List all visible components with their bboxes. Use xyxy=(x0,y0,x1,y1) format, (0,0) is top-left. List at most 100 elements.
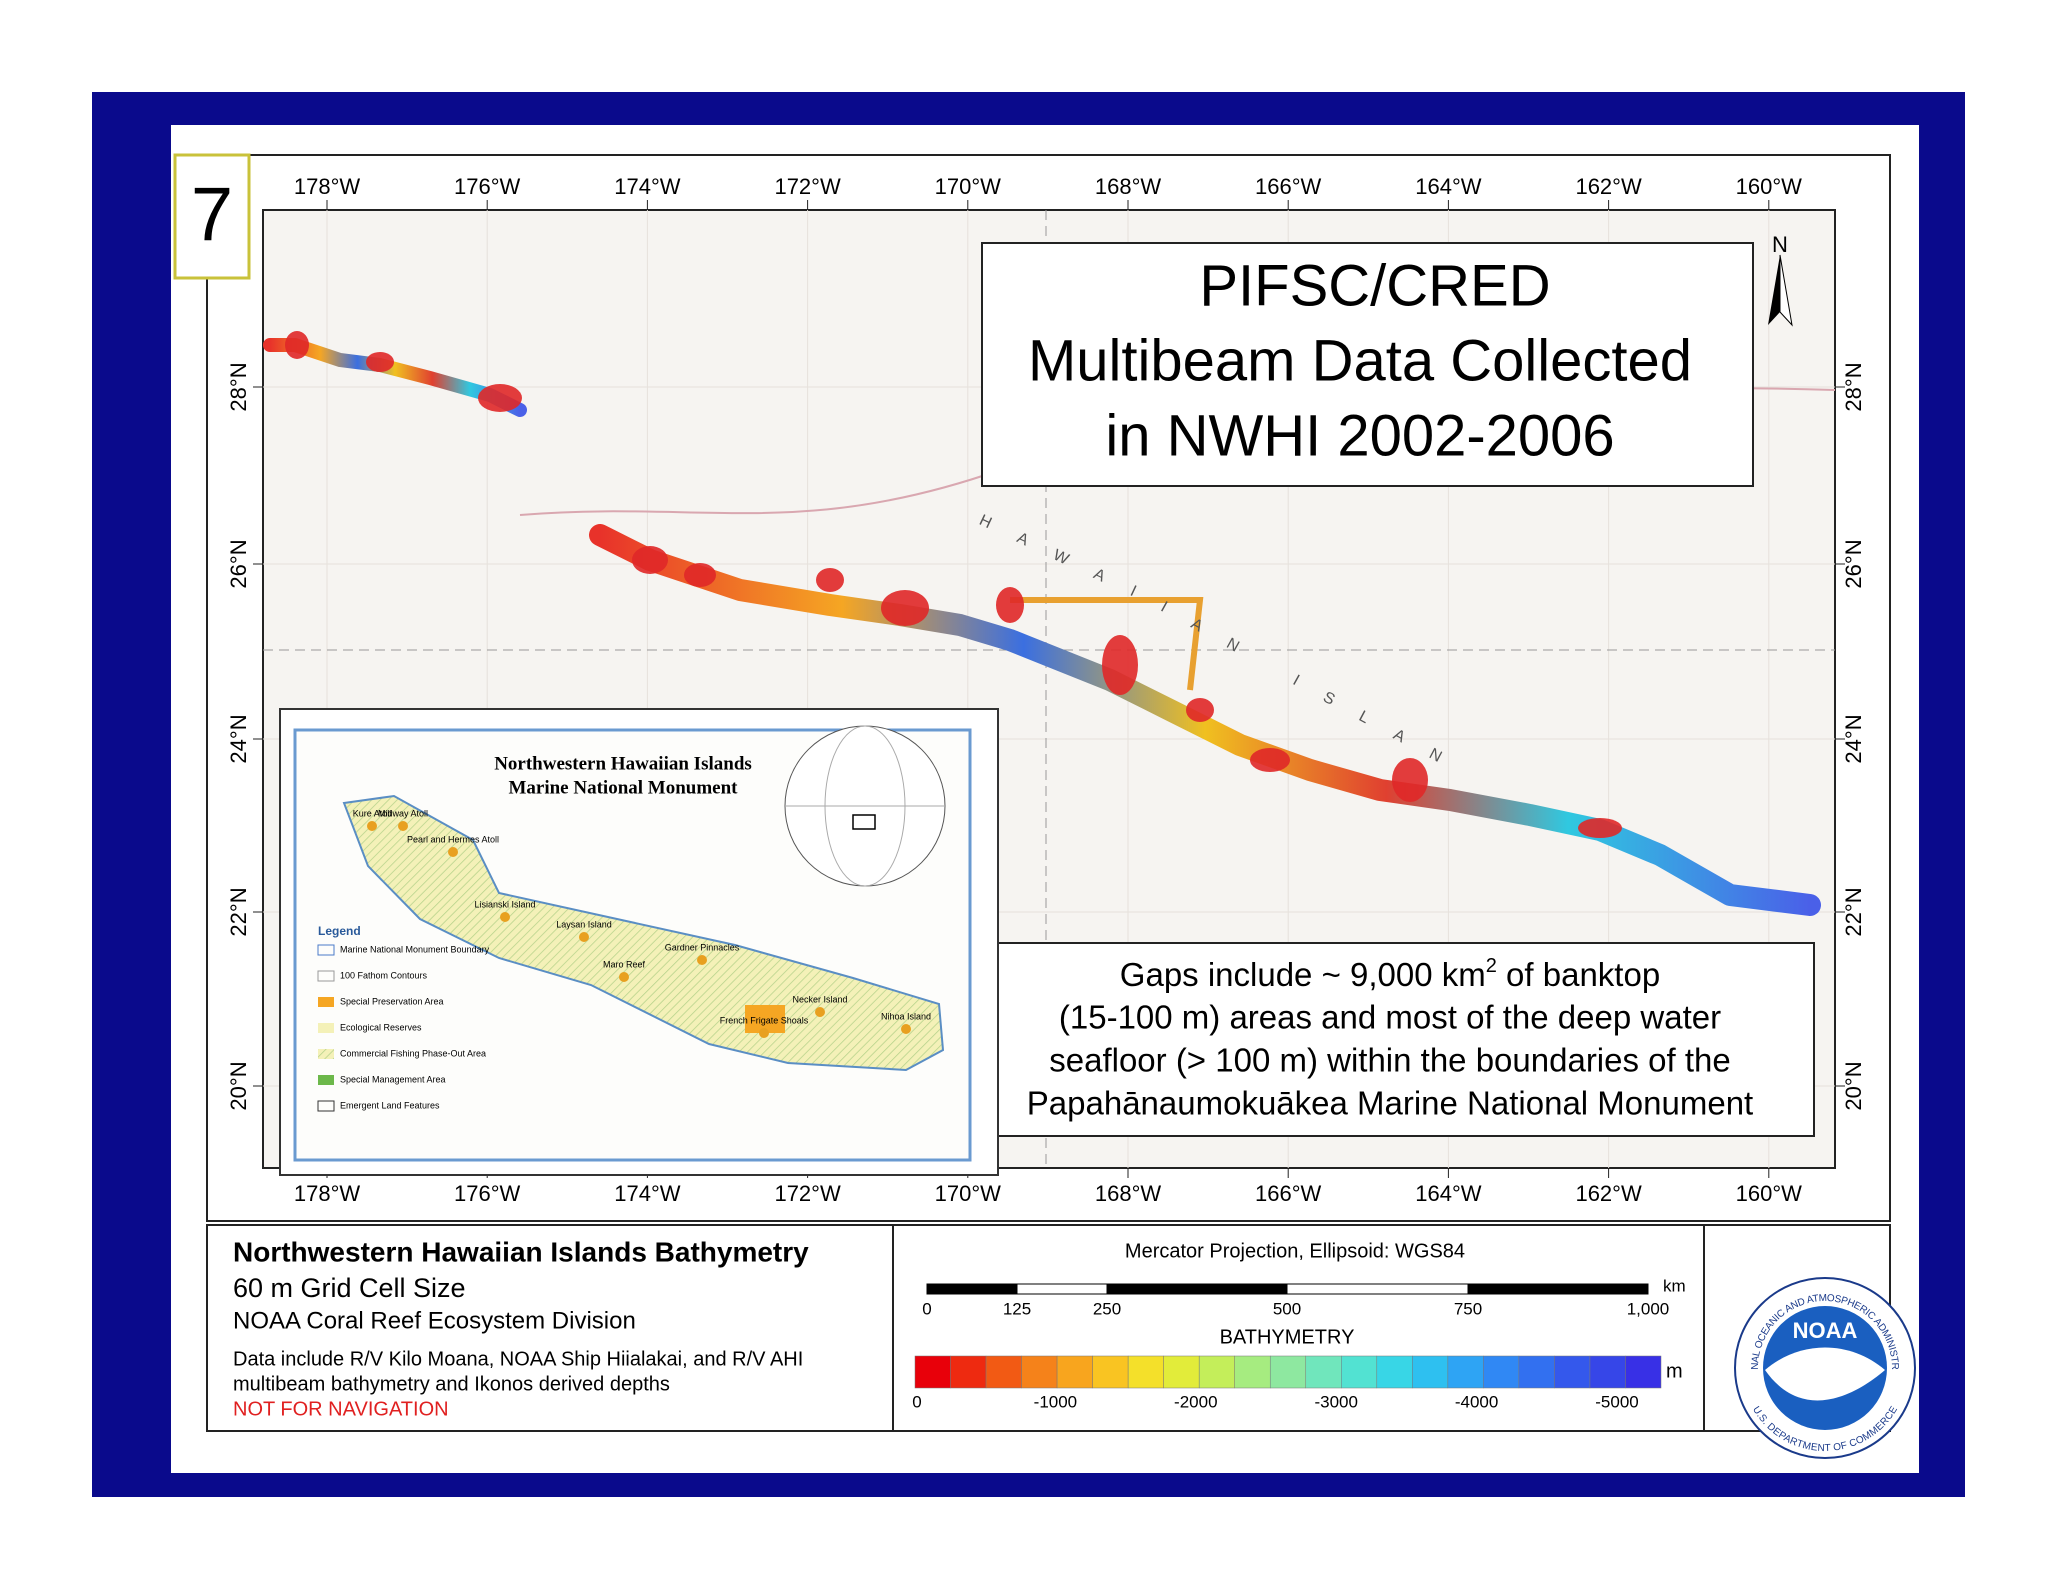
latitude-label: 26°N xyxy=(1841,539,1866,588)
slide-number: 7 xyxy=(191,172,233,257)
longitude-label: 176°W xyxy=(454,1181,521,1206)
title-line: in NWHI 2002-2006 xyxy=(1105,403,1614,468)
color-cell xyxy=(1376,1355,1413,1389)
legend-item: 100 Fathom Contours xyxy=(340,970,428,980)
island xyxy=(579,932,589,942)
island xyxy=(901,1024,911,1034)
latitude-label: 24°N xyxy=(226,714,251,763)
place-label: Maro Reef xyxy=(603,959,646,969)
place-label: Necker Island xyxy=(792,994,847,1004)
latitude-label: 28°N xyxy=(1841,362,1866,411)
legend-item: Ecological Reserves xyxy=(340,1022,422,1032)
color-cell xyxy=(1021,1355,1058,1389)
place-label: Nihoa Island xyxy=(881,1011,931,1021)
longitude-label: 160°W xyxy=(1736,1181,1803,1206)
bank-highlights xyxy=(285,331,1622,838)
place-label: Kure Atoll xyxy=(353,808,392,818)
color-cell xyxy=(1483,1355,1520,1389)
bathymetry-title: BATHYMETRY xyxy=(1220,1326,1355,1348)
bathymetry-label: 0 xyxy=(912,1392,921,1411)
legend: Marine National Monument Boundary 100 Fat… xyxy=(317,944,490,1112)
scale-label: 0 xyxy=(922,1299,931,1318)
color-cell xyxy=(1412,1355,1449,1389)
longitude-label: 168°W xyxy=(1095,1181,1162,1206)
inset-map: Northwestern Hawaiian Islands Marine Nat… xyxy=(279,708,999,1176)
color-cell xyxy=(1234,1355,1271,1389)
title-box xyxy=(981,242,1754,487)
longitude-label: 170°W xyxy=(935,174,1002,199)
longitude-label: 166°W xyxy=(1255,1181,1322,1206)
longitude-label: 164°W xyxy=(1415,1181,1482,1206)
scale-segment xyxy=(1016,1283,1108,1295)
globe-locator xyxy=(852,814,876,830)
info-division: NOAA Coral Reef Ecosystem Division xyxy=(233,1307,636,1334)
legend-item: Special Preservation Area xyxy=(340,996,444,1006)
bathymetry-label: -3000 xyxy=(1314,1392,1357,1411)
scale-segment xyxy=(1286,1283,1469,1295)
legend-item: Commercial Fishing Phase-Out Area xyxy=(340,1048,486,1058)
place-label: French Frigate Shoals xyxy=(720,1015,809,1025)
title-line: PIFSC/CRED xyxy=(1199,253,1550,318)
color-cell xyxy=(1092,1355,1129,1389)
legend-swatch xyxy=(317,944,335,956)
color-bar: 0 -1000 -2000 -3000 -4000 -5000 xyxy=(912,1355,1662,1411)
island xyxy=(398,821,408,831)
place-label: Midway Atoll xyxy=(378,808,428,818)
projection: Mercator Projection, Ellipsoid: WGS84 xyxy=(1125,1240,1465,1262)
latitude-label: 24°N xyxy=(1841,714,1866,763)
longitude-label: 176°W xyxy=(454,174,521,199)
note-line: seafloor (> 100 m) within the boundaries… xyxy=(1049,1042,1730,1079)
longitude-label: 172°W xyxy=(774,1181,841,1206)
longitude-label: 168°W xyxy=(1095,174,1162,199)
longitude-label: 172°W xyxy=(774,174,841,199)
scale-segment xyxy=(1106,1283,1288,1295)
color-cell xyxy=(1447,1355,1484,1389)
legend-item: Emergent Land Features xyxy=(340,1100,440,1110)
bathymetry-label: -2000 xyxy=(1174,1392,1217,1411)
color-cell xyxy=(1554,1355,1591,1389)
note-line: Papahānaumokuākea Marine National Monume… xyxy=(1027,1085,1753,1122)
color-cell xyxy=(1518,1355,1555,1389)
bathymetry-label: -5000 xyxy=(1595,1392,1638,1411)
place-label: Laysan Island xyxy=(556,919,612,929)
place-label: Gardner Pinnacles xyxy=(665,942,740,952)
longitude-label: 162°W xyxy=(1575,174,1642,199)
logo-name: NOAA xyxy=(1793,1318,1858,1343)
note-text: of banktop xyxy=(1497,956,1660,993)
color-cell xyxy=(914,1355,951,1389)
island xyxy=(500,912,510,922)
color-cell xyxy=(1056,1355,1093,1389)
scale-bar: 0 125 250 500 750 1,000 xyxy=(922,1283,1669,1318)
multibeam-track xyxy=(1010,597,1204,691)
latitude-label: 22°N xyxy=(226,887,251,936)
color-cell xyxy=(1269,1355,1307,1389)
note-text: Gaps include ~ 9,000 km xyxy=(1120,956,1486,993)
longitude-label: 162°W xyxy=(1575,1181,1642,1206)
latitude-label: 26°N xyxy=(226,539,251,588)
color-cell xyxy=(1163,1355,1200,1389)
scale-label: 125 xyxy=(1003,1299,1031,1318)
info-title: Northwestern Hawaiian Islands Bathymetry xyxy=(233,1236,809,1267)
longitude-label: 164°W xyxy=(1415,174,1482,199)
island xyxy=(815,1007,825,1017)
logo-gull xyxy=(1765,1347,1885,1401)
color-cell xyxy=(950,1355,987,1389)
color-cell xyxy=(1589,1355,1626,1389)
info-data: multibeam bathymetry and Ikonos derived … xyxy=(233,1373,670,1395)
legend-swatch xyxy=(317,970,335,982)
monument-boundary xyxy=(342,794,945,1072)
slide-number-box xyxy=(173,153,251,280)
longitude-label: 178°W xyxy=(294,1181,361,1206)
latitude-label: 28°N xyxy=(226,362,251,411)
island xyxy=(367,821,377,831)
legend-item: Marine National Monument Boundary xyxy=(340,944,490,954)
info-warning: NOT FOR NAVIGATION xyxy=(233,1398,449,1420)
longitude-label: 170°W xyxy=(935,1181,1002,1206)
scale-label: 750 xyxy=(1454,1299,1482,1318)
bathymetry-label: -4000 xyxy=(1455,1392,1498,1411)
title-line: Multibeam Data Collected xyxy=(1028,328,1692,393)
info-data: Data include R/V Kilo Moana, NOAA Ship H… xyxy=(233,1348,803,1370)
color-cell xyxy=(1625,1355,1662,1389)
